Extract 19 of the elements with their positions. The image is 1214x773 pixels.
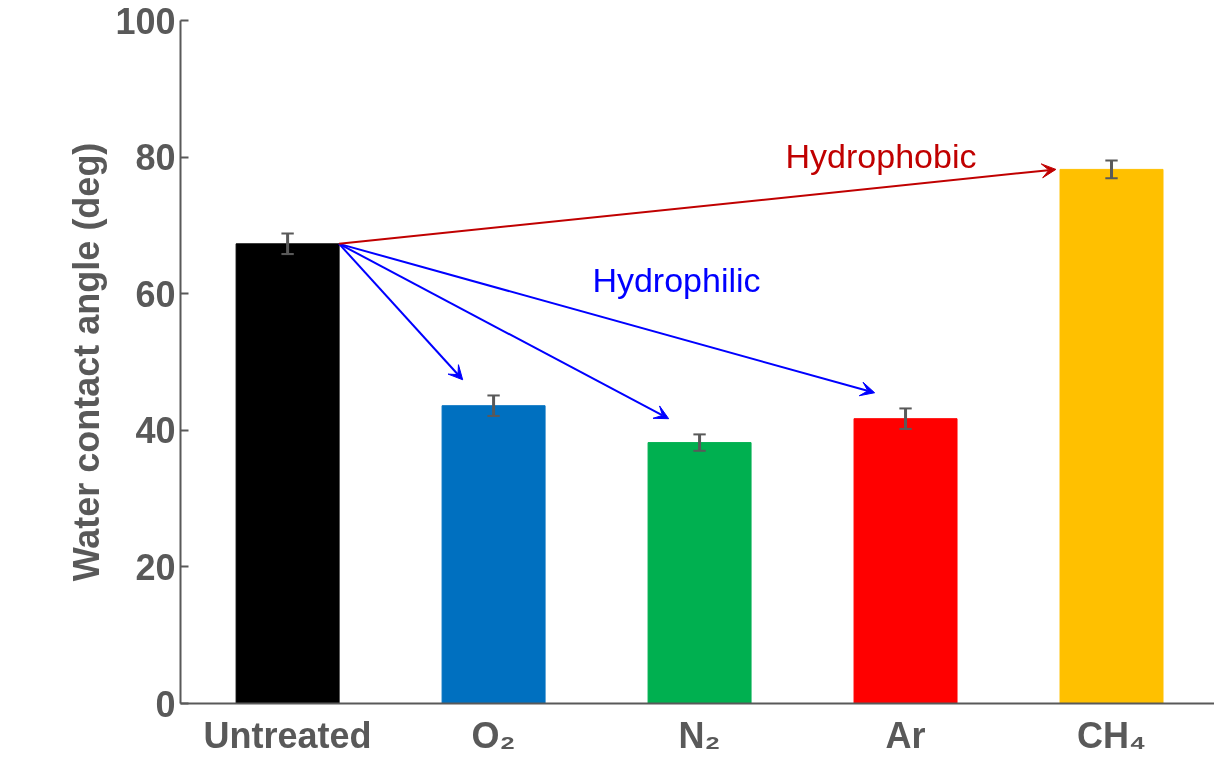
bar <box>853 418 958 704</box>
y-tick-label: 100 <box>115 0 176 42</box>
y-tick-label: 40 <box>135 410 176 452</box>
x-tick-label: CH₄ <box>1076 714 1147 756</box>
annotation: Hydrophilic <box>592 261 761 300</box>
y-axis-title: Water contact angle (deg) <box>66 142 108 582</box>
x-tick-label: Ar <box>885 714 926 756</box>
annotation: Hydrophobic <box>785 137 977 176</box>
bar <box>647 442 752 704</box>
bar <box>1059 168 1164 704</box>
x-tick-label: Untreated <box>203 714 372 756</box>
y-tick-label: 80 <box>135 137 176 179</box>
y-tick-label: 60 <box>135 273 176 315</box>
y-tick-label: 20 <box>135 546 176 588</box>
x-tick-label: O₂ <box>471 714 516 756</box>
y-tick-label: 0 <box>155 683 176 725</box>
x-tick-label: N₂ <box>678 714 721 756</box>
bar <box>441 405 546 704</box>
bar <box>235 243 340 704</box>
